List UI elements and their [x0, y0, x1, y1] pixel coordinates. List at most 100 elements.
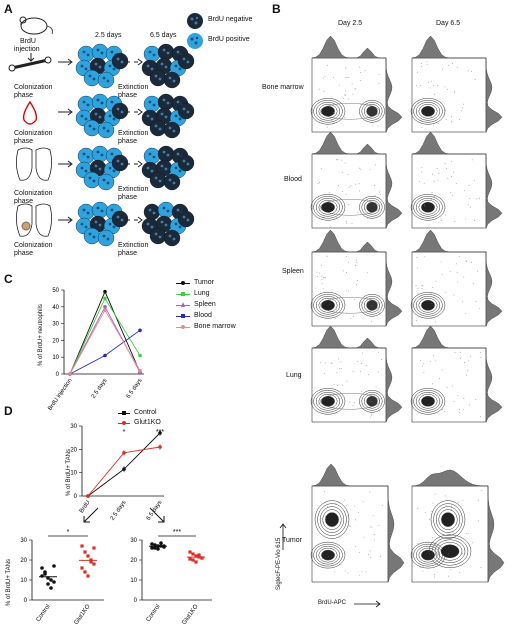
event-dot: [445, 110, 447, 112]
contour-ring: [314, 500, 350, 539]
cell-nucleus: [162, 98, 166, 102]
flow-plot: [310, 229, 403, 327]
injection-label-1: BrdU: [20, 38, 36, 45]
event-dot: [379, 313, 380, 315]
event-dot: [459, 118, 460, 120]
event-dot: [458, 256, 460, 257]
bone-end: [8, 64, 16, 72]
event-dot: [444, 495, 446, 497]
event-dot: [372, 125, 374, 127]
event-dot: [480, 416, 481, 418]
cell-nucleus: [92, 127, 96, 131]
d-xtick-label: 2.5 days: [110, 500, 128, 522]
event-dot: [424, 205, 426, 207]
event-dot: [430, 413, 432, 415]
cell-nucleus: [116, 159, 120, 163]
event-dot: [450, 506, 452, 507]
event-dot: [474, 220, 475, 221]
event-dot: [344, 95, 346, 96]
event-dot: [434, 576, 436, 578]
event-dot: [426, 308, 428, 309]
event-dot: [360, 104, 362, 106]
contour-ring: [313, 294, 343, 317]
event-dot: [338, 185, 340, 186]
bone-icon: [11, 58, 49, 70]
event-dot: [469, 198, 471, 199]
cell-nucleus: [92, 179, 96, 183]
cell-nucleus: [186, 162, 190, 166]
cell-nucleus: [116, 57, 120, 61]
colonization-label-4: Colonization: [14, 242, 53, 249]
cell: [97, 121, 115, 139]
cell-cluster-day2: [141, 93, 195, 139]
c-point: [103, 353, 107, 358]
contour-ring: [410, 194, 446, 221]
scatter-point: [191, 552, 195, 556]
event-dot: [365, 365, 367, 367]
cell-nucleus: [120, 162, 124, 166]
event-dot: [435, 544, 437, 545]
cell-nucleus: [82, 100, 86, 104]
scatter-point: [86, 574, 90, 578]
event-dot: [440, 307, 442, 309]
event-dot: [356, 259, 358, 261]
c-point: [103, 308, 107, 312]
event-dot: [422, 566, 424, 568]
cell-nucleus: [102, 126, 106, 130]
event-dot: [325, 112, 327, 114]
cell: [177, 102, 195, 120]
contour-ring: [421, 549, 435, 561]
contour-ring: [437, 542, 463, 561]
event-dot: [432, 502, 434, 504]
cell: [177, 154, 195, 172]
cell-cluster-day2: [141, 43, 195, 89]
event-dot: [320, 122, 322, 124]
cell: [97, 173, 115, 191]
event-dot: [316, 271, 318, 273]
c-ytick-label: 50: [52, 288, 59, 294]
event-dot: [465, 532, 467, 534]
lung-icon: [16, 203, 33, 237]
contour-ring: [415, 545, 441, 565]
event-dot: [345, 221, 347, 223]
cell-cluster-day2: [141, 145, 195, 191]
event-dot: [358, 183, 360, 185]
event-dot: [429, 392, 430, 394]
contour-ring: [415, 392, 441, 411]
event-dot: [475, 301, 477, 302]
scatter-significance: ***: [173, 529, 181, 536]
histogram-top: [311, 131, 387, 155]
d-ytick-label: 20: [70, 447, 77, 453]
cell: [111, 210, 129, 228]
histogram-right: [387, 485, 405, 583]
scatter-point: [83, 550, 87, 554]
event-dot: [336, 159, 338, 160]
event-dot: [462, 499, 464, 501]
event-dot: [322, 517, 323, 519]
event-dot: [437, 179, 439, 181]
event-dot: [361, 571, 363, 573]
event-dot: [368, 374, 370, 375]
event-dot: [463, 362, 465, 363]
event-dot: [421, 544, 423, 546]
event-dot: [378, 83, 380, 84]
cell: [111, 102, 129, 120]
flow-plot-frame: [411, 57, 487, 133]
cell-nucleus: [82, 50, 86, 54]
legend-positive-icon: [187, 33, 203, 49]
event-dot: [360, 168, 362, 170]
legend-item-tumor: Tumor: [176, 279, 236, 290]
flow-plot: [310, 463, 405, 583]
contour-ring: [317, 503, 347, 536]
event-dot: [345, 255, 347, 257]
flow-plot: [310, 131, 403, 229]
event-dot: [440, 218, 442, 220]
contour-ring: [434, 539, 466, 564]
event-dot: [440, 220, 442, 221]
cell-nucleus: [98, 115, 102, 119]
event-dot: [426, 64, 428, 65]
d-xtick-label: BrdU: [79, 500, 92, 515]
d-ytick-label: 30: [70, 424, 77, 430]
legend-item-glut1ko: Glut1KO: [118, 419, 161, 429]
